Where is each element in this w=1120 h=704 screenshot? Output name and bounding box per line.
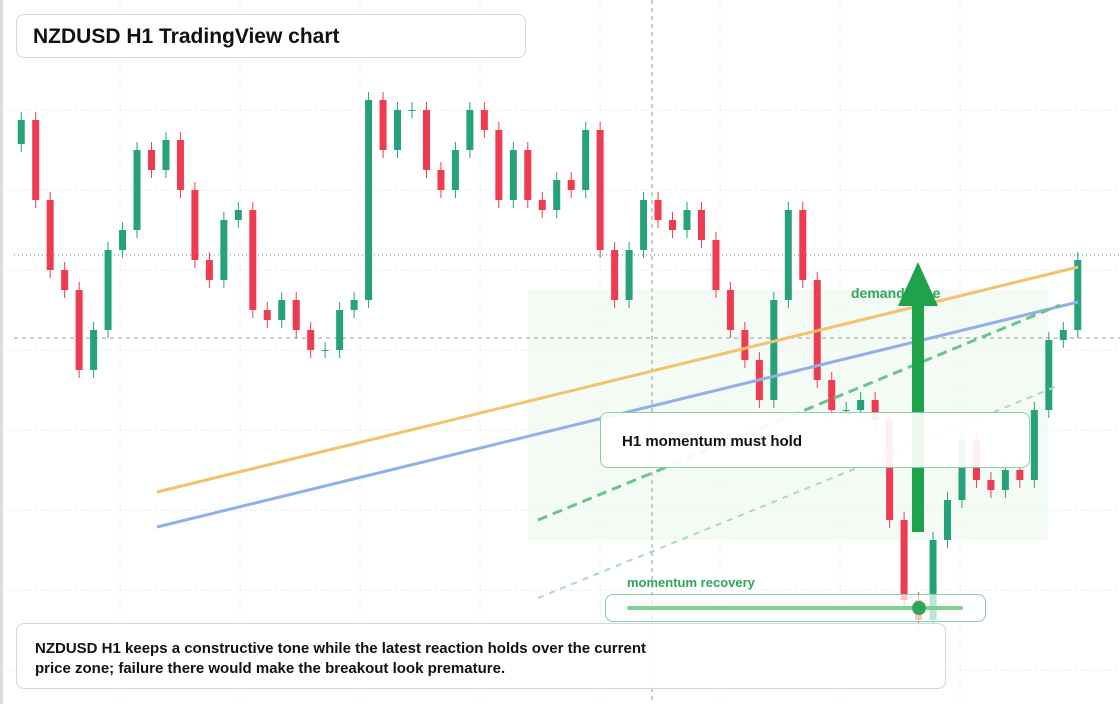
candle (480, 110, 488, 130)
candle (828, 380, 836, 410)
candle (263, 310, 271, 320)
candle (958, 440, 966, 500)
candle (422, 110, 430, 170)
candle (336, 310, 344, 350)
candle (640, 200, 648, 250)
candle (205, 260, 213, 280)
candle (929, 540, 937, 620)
candle (1045, 340, 1053, 410)
trend-line-green (537, 303, 1061, 522)
candle (987, 480, 995, 490)
candle (697, 210, 705, 240)
candle (191, 190, 199, 260)
candle (1059, 330, 1067, 340)
candle (842, 410, 850, 411)
candle (799, 210, 807, 280)
candle (307, 330, 315, 350)
slider-track (627, 606, 963, 610)
candle (350, 300, 358, 310)
candle (147, 150, 155, 170)
candle (886, 420, 894, 520)
slider-knob[interactable] (912, 601, 926, 615)
candle (596, 130, 604, 250)
slider-label: momentum recovery (627, 575, 755, 590)
arrow-head (898, 262, 938, 306)
candle (770, 300, 778, 400)
candle (1016, 470, 1024, 480)
candle (133, 150, 141, 230)
candle (784, 210, 792, 300)
candle (509, 150, 517, 200)
title: NZDUSD H1 TradingView chart (16, 14, 526, 58)
candle (176, 140, 184, 190)
candle (365, 100, 373, 300)
candle (900, 520, 908, 600)
candle (538, 200, 546, 210)
candle (524, 150, 532, 200)
candle (1074, 260, 1082, 330)
candle (1030, 410, 1038, 480)
candle (321, 350, 329, 351)
candle (17, 120, 25, 144)
candle (625, 250, 633, 300)
candle (857, 400, 865, 410)
candle (437, 170, 445, 190)
candle (379, 100, 387, 150)
candle (75, 290, 83, 370)
candle (46, 200, 54, 270)
candle (234, 210, 242, 220)
candle (466, 110, 474, 150)
candle (683, 210, 691, 230)
candle (741, 330, 749, 360)
candle (669, 220, 677, 230)
candle (451, 150, 459, 190)
candle (394, 110, 402, 150)
candle (871, 400, 879, 420)
candle (292, 300, 300, 330)
candle (553, 180, 561, 210)
candle (61, 270, 69, 290)
footer-text: NZDUSD H1 keeps a constructive tone whil… (16, 623, 946, 689)
candle (220, 220, 228, 280)
candle (495, 130, 503, 200)
candle (32, 120, 40, 200)
candle (611, 250, 619, 300)
candle (408, 110, 416, 111)
hold-label: H1 momentum must hold (600, 412, 1030, 468)
candle (567, 180, 575, 190)
candle (582, 130, 590, 190)
candle (712, 240, 720, 290)
candle (90, 330, 98, 370)
candle (119, 230, 127, 250)
candle (249, 210, 257, 310)
candle (104, 250, 112, 330)
candle (278, 300, 286, 320)
candle (1001, 470, 1009, 490)
slider[interactable] (605, 594, 986, 622)
candle (654, 200, 662, 220)
candle (726, 290, 734, 330)
candle (162, 140, 170, 170)
candle (944, 500, 952, 540)
